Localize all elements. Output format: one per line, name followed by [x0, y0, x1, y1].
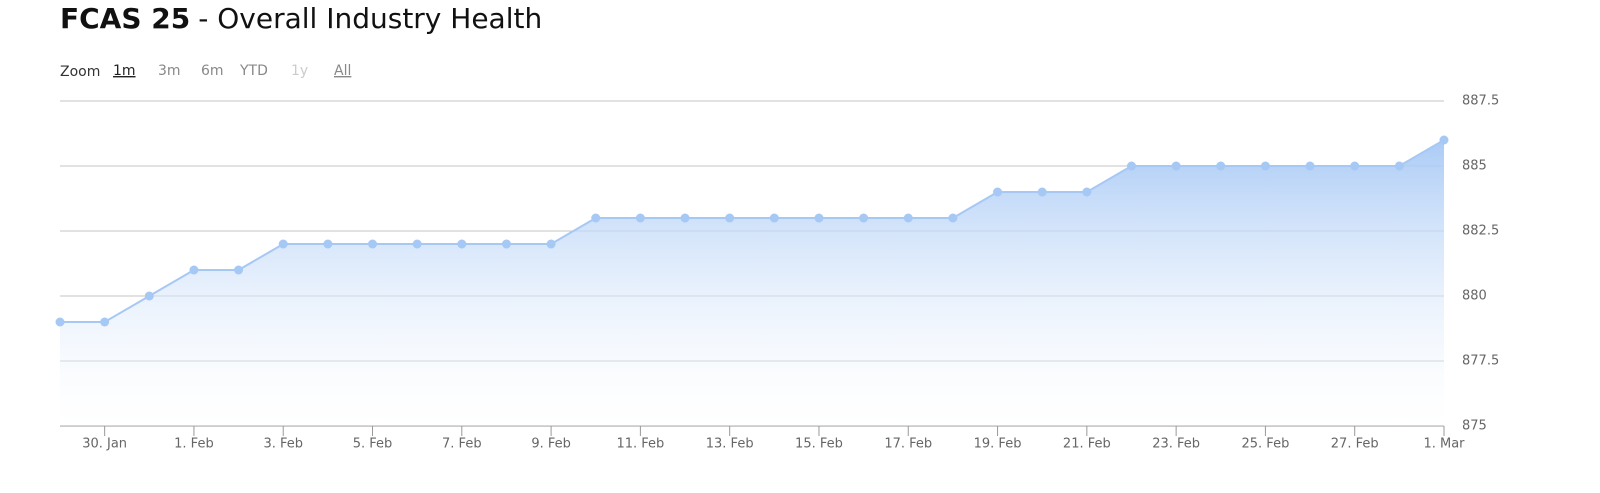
data-point — [1439, 135, 1449, 145]
chart-title: FCAS 25 — [60, 2, 190, 35]
x-tick-label: 9. Feb — [531, 437, 571, 452]
data-point — [189, 265, 199, 275]
data-point — [859, 213, 869, 223]
x-tick-label: 7. Feb — [442, 437, 482, 452]
data-point — [725, 213, 735, 223]
zoom-button: 1y — [291, 63, 308, 79]
x-tick-label: 19. Feb — [974, 437, 1022, 452]
data-point — [501, 239, 511, 249]
data-point — [546, 239, 556, 249]
data-point — [1082, 187, 1092, 197]
x-tick-label: 11. Feb — [616, 437, 664, 452]
data-point — [1394, 161, 1404, 171]
data-point — [769, 213, 779, 223]
x-tick-label: 15. Feb — [795, 437, 843, 452]
y-tick-label: 880 — [1462, 289, 1487, 304]
data-point — [412, 239, 422, 249]
y-tick-label: 875 — [1462, 419, 1487, 434]
data-point — [1126, 161, 1136, 171]
x-tick-label: 5. Feb — [353, 437, 393, 452]
data-point — [1350, 161, 1360, 171]
zoom-label: Zoom — [60, 64, 100, 80]
chart-subtitle: - Overall Industry Health — [198, 2, 542, 35]
x-tick-label: 13. Feb — [706, 437, 754, 452]
data-point — [993, 187, 1003, 197]
x-tick-label: 27. Feb — [1331, 437, 1379, 452]
zoom-button[interactable]: All — [334, 63, 351, 79]
data-point — [591, 213, 601, 223]
data-point — [1216, 161, 1226, 171]
x-tick-label: 21. Feb — [1063, 437, 1111, 452]
data-point — [278, 239, 288, 249]
data-point — [368, 239, 378, 249]
y-tick-label: 882.5 — [1462, 224, 1499, 239]
data-point — [635, 213, 645, 223]
data-point — [948, 213, 958, 223]
x-tick-label: 3. Feb — [263, 437, 303, 452]
x-tick-label: 17. Feb — [884, 437, 932, 452]
zoom-button[interactable]: 6m — [201, 63, 224, 79]
y-tick-label: 877.5 — [1462, 354, 1499, 369]
x-tick-label: 1. Feb — [174, 437, 214, 452]
zoom-button[interactable]: YTD — [239, 63, 268, 79]
series-line — [60, 139, 1445, 323]
data-point — [1171, 161, 1181, 171]
data-point — [144, 291, 154, 301]
y-tick-label: 887.5 — [1462, 94, 1499, 109]
data-point — [1305, 161, 1315, 171]
data-point — [814, 213, 824, 223]
zoom-button[interactable]: 1m — [113, 63, 136, 79]
data-point — [680, 213, 690, 223]
area-fill — [60, 140, 1444, 426]
data-point — [903, 213, 913, 223]
data-point — [100, 317, 110, 327]
x-tick-label: 1. Mar — [1423, 437, 1465, 452]
data-point — [323, 239, 333, 249]
data-point — [55, 317, 65, 327]
zoom-button[interactable]: 3m — [158, 63, 181, 79]
y-tick-label: 885 — [1462, 159, 1487, 174]
data-point — [1260, 161, 1270, 171]
data-point — [234, 265, 244, 275]
x-tick-label: 25. Feb — [1242, 437, 1290, 452]
data-point — [457, 239, 467, 249]
x-tick-label: 30. Jan — [82, 437, 127, 452]
x-tick-label: 23. Feb — [1152, 437, 1200, 452]
data-point — [1037, 187, 1047, 197]
